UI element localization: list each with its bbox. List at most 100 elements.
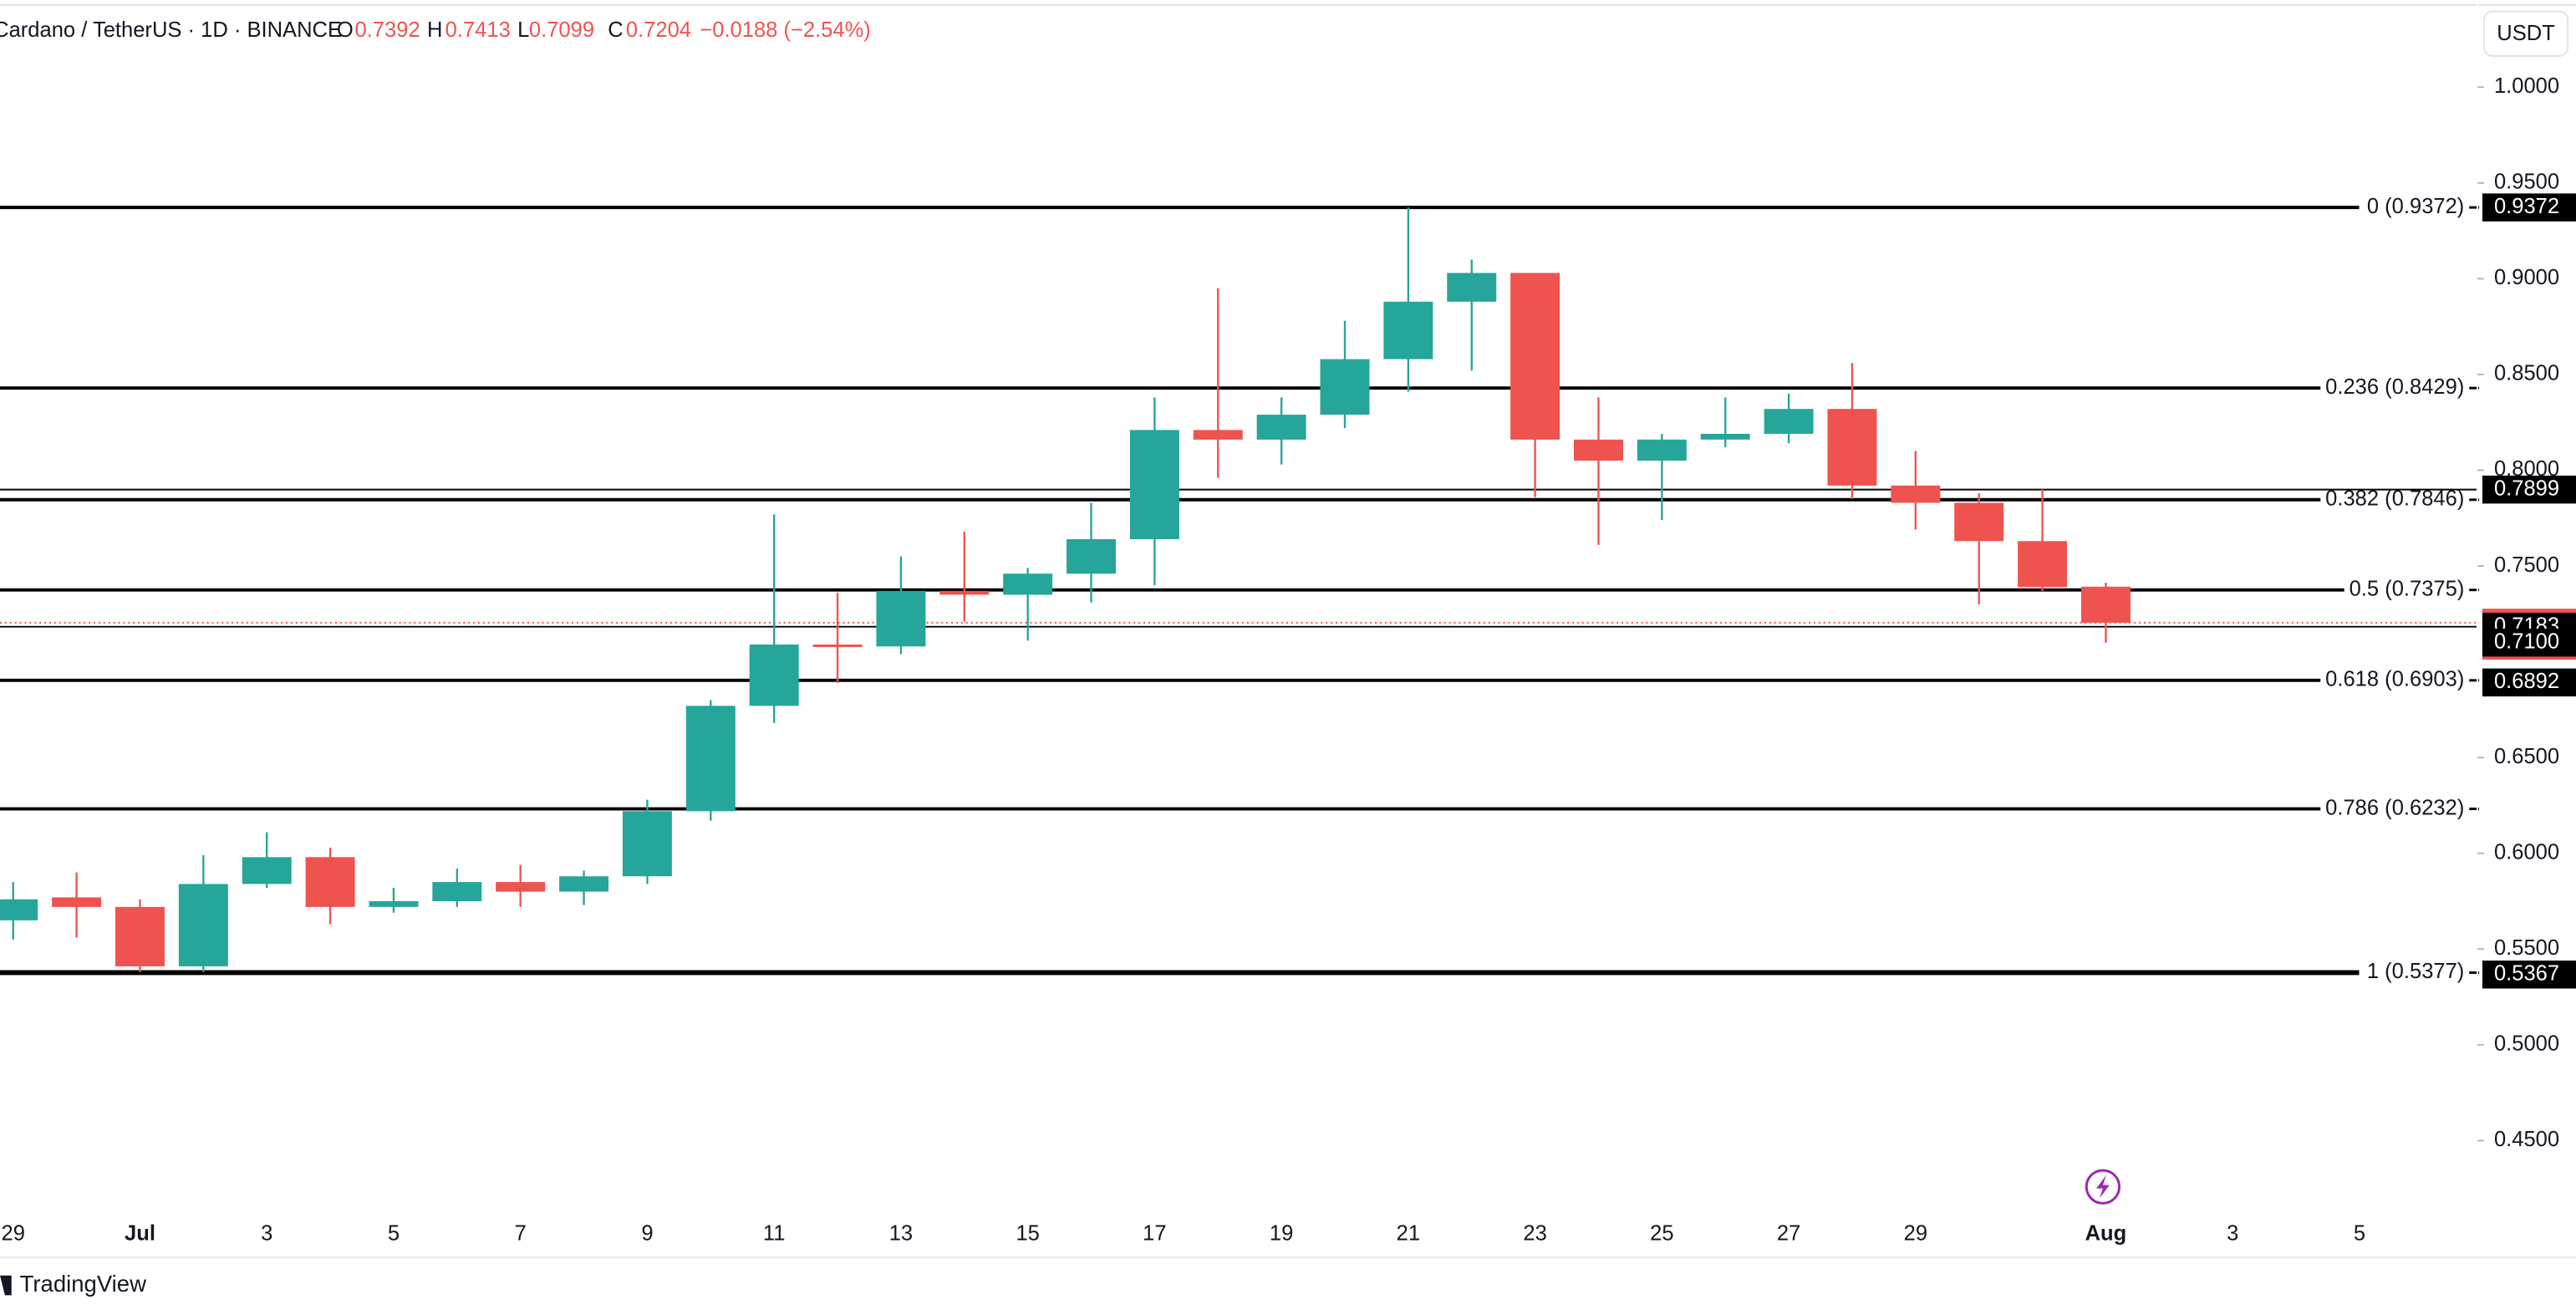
- fib-label-bg: [2320, 669, 2465, 692]
- x-tick-label: 5: [388, 1221, 400, 1245]
- x-tick-label: 9: [641, 1221, 653, 1245]
- ohlc-value: 0.7099: [529, 18, 594, 42]
- candle-body: [1574, 439, 1623, 461]
- x-tick-label: 23: [1523, 1221, 1546, 1245]
- candle-body: [559, 876, 609, 892]
- candle-body: [939, 590, 990, 595]
- fib-label-bg: [2361, 961, 2465, 985]
- fib-level-label: 0.5 (0.7375): [2349, 577, 2465, 600]
- candle-body: [432, 882, 482, 902]
- candle-body: [115, 906, 165, 966]
- candle-body: [242, 857, 292, 884]
- x-tick-label: 25: [1650, 1221, 1673, 1245]
- price-label-bg: [2482, 961, 2576, 989]
- fib-level-label: 1 (0.5377): [2367, 960, 2464, 983]
- fib-level-label: 0.786 (0.6232): [2325, 796, 2464, 819]
- candle-body: [876, 590, 926, 647]
- candle-body: [1510, 273, 1560, 440]
- ohlc-label: H: [427, 18, 442, 42]
- candle-body: [0, 899, 38, 920]
- y-tick-label: 0.7500: [2494, 553, 2559, 577]
- x-tick-label: Aug: [2085, 1221, 2127, 1245]
- fib-level-label: 0 (0.9372): [2367, 195, 2464, 218]
- x-tick-label: 19: [1270, 1221, 1293, 1245]
- candle-body: [305, 857, 355, 907]
- fib-label-bg: [2320, 376, 2465, 400]
- x-tick-label: 17: [1143, 1221, 1166, 1245]
- fib-label-bg: [2344, 578, 2465, 602]
- candle-body: [1193, 430, 1243, 440]
- x-tick-label: Jul: [125, 1221, 155, 1245]
- price-label: 0.5367: [2494, 962, 2559, 986]
- ohlc-label: L: [517, 18, 529, 42]
- x-tick-label: 3: [261, 1221, 272, 1245]
- event-bolt: [2096, 1175, 2110, 1199]
- candle-body: [2080, 586, 2131, 623]
- price-label-bg: [2482, 475, 2576, 504]
- brand-logo[interactable]: TradingView: [0, 1271, 146, 1297]
- x-tick-label: 3: [2227, 1221, 2238, 1245]
- ohlc-label: O: [337, 18, 354, 42]
- ohlc-value: 0.7204: [626, 18, 691, 42]
- logo-mark: [0, 1275, 12, 1296]
- brand[interactable]: TradingView: [20, 1271, 147, 1297]
- candle-body: [52, 897, 102, 907]
- candle-body: [178, 884, 228, 966]
- candle-body: [1256, 415, 1306, 440]
- fib-level-label: 0.236 (0.8429): [2325, 375, 2464, 399]
- price-label: 0.7899: [2494, 477, 2559, 500]
- price-label-bg: [2482, 668, 2576, 697]
- candle-body: [685, 706, 736, 812]
- y-tick-label: 0.4500: [2494, 1128, 2559, 1151]
- fib-label-bg: [2320, 797, 2465, 821]
- x-tick-label: 29: [1904, 1221, 1927, 1245]
- candle-body: [1320, 359, 1370, 415]
- plot: 29 Jul 3 5 7 9 11 13 15 17 19 21 23 25 27 29 Aug 3 5 0 (0.9…: [0, 195, 2480, 1245]
- candle-body: [622, 811, 672, 877]
- y-tick-label: 0.5000: [2494, 1032, 2559, 1056]
- candle-body: [1067, 538, 1117, 574]
- x-tick-label: 13: [889, 1221, 913, 1245]
- candle-body: [1447, 273, 1497, 302]
- ohlc-value: 0.7392: [355, 18, 420, 42]
- candle-body: [1891, 485, 1941, 503]
- price-label-bg: [2482, 193, 2576, 222]
- candle-body: [1700, 433, 1750, 440]
- event-icon[interactable]: [2085, 1169, 2121, 1205]
- y-tick-label: 0.5500: [2494, 936, 2559, 960]
- y-tick-label: 0.6000: [2494, 840, 2559, 864]
- currency-button[interactable]: [2482, 10, 2569, 57]
- candle-body: [496, 882, 546, 892]
- candle-body: [812, 644, 863, 647]
- change: −0.0188 (−2.54%): [700, 18, 870, 42]
- candle-body: [1954, 502, 2004, 542]
- currency[interactable]: USDT: [2497, 22, 2555, 45]
- fib-label-bg: [2361, 196, 2465, 219]
- x-tick-label: 5: [2354, 1221, 2365, 1245]
- x-tick-label: 27: [1777, 1221, 1800, 1245]
- candle-body: [369, 901, 419, 907]
- x-tick-label: 15: [1016, 1221, 1039, 1245]
- candle-body: [1764, 409, 1814, 434]
- x-tick-label: 29: [2, 1221, 25, 1245]
- candle-body: [2018, 541, 2068, 588]
- candle-body: [1003, 573, 1053, 595]
- price-label: 0.9372: [2494, 195, 2559, 218]
- candle-body: [1383, 301, 1433, 359]
- price-label-bg: [2482, 628, 2576, 657]
- fib-level-label: 0.618 (0.6903): [2325, 668, 2464, 691]
- y-tick-label: 0.9500: [2494, 171, 2559, 194]
- price-axis: 1.00000.95000.90000.85000.80000.75000.65…: [2477, 0, 2576, 1258]
- price-label: 0.7100: [2494, 629, 2559, 653]
- symbol: Cardano / TetherUS · 1D · BINANCE: [0, 18, 342, 42]
- x-tick-label: 11: [763, 1221, 786, 1245]
- ohlc-label: C: [608, 18, 623, 42]
- y-tick-label: 1.0000: [2494, 74, 2559, 98]
- ohlc-value: 0.7413: [445, 18, 511, 42]
- fib-level-label: 0.382 (0.7846): [2325, 487, 2464, 511]
- candle-body: [749, 644, 799, 706]
